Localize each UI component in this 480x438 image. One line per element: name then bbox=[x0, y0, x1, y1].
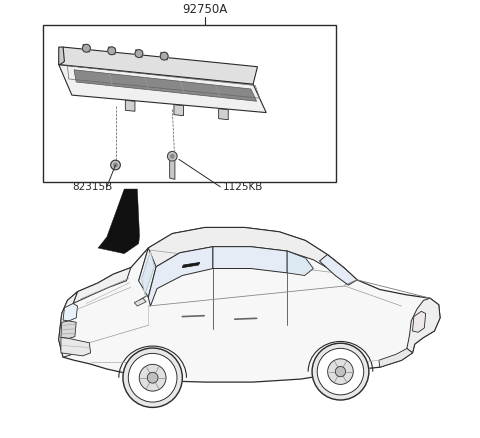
Circle shape bbox=[108, 47, 116, 55]
Circle shape bbox=[328, 359, 353, 385]
Polygon shape bbox=[125, 100, 135, 111]
Circle shape bbox=[312, 343, 369, 400]
Circle shape bbox=[128, 353, 177, 402]
Polygon shape bbox=[59, 227, 440, 382]
Polygon shape bbox=[108, 47, 115, 54]
Text: 1125KB: 1125KB bbox=[223, 182, 263, 192]
Polygon shape bbox=[182, 262, 200, 268]
Circle shape bbox=[168, 152, 177, 161]
Polygon shape bbox=[59, 47, 64, 64]
Polygon shape bbox=[59, 292, 77, 357]
Polygon shape bbox=[213, 247, 287, 273]
Polygon shape bbox=[219, 109, 228, 120]
Circle shape bbox=[170, 155, 174, 158]
Polygon shape bbox=[161, 52, 168, 60]
Polygon shape bbox=[139, 248, 156, 297]
Polygon shape bbox=[61, 321, 76, 339]
Polygon shape bbox=[59, 64, 266, 113]
Polygon shape bbox=[174, 105, 183, 116]
Circle shape bbox=[111, 160, 120, 170]
Polygon shape bbox=[139, 227, 345, 281]
Polygon shape bbox=[148, 247, 213, 306]
Circle shape bbox=[147, 372, 158, 383]
Polygon shape bbox=[74, 70, 257, 101]
Circle shape bbox=[114, 163, 117, 167]
Circle shape bbox=[83, 44, 90, 52]
Text: 92750A: 92750A bbox=[182, 4, 228, 17]
Circle shape bbox=[135, 49, 143, 57]
Polygon shape bbox=[407, 298, 440, 353]
Circle shape bbox=[317, 348, 364, 395]
Polygon shape bbox=[134, 298, 146, 306]
Polygon shape bbox=[169, 156, 175, 180]
Polygon shape bbox=[142, 251, 155, 295]
Polygon shape bbox=[59, 47, 257, 84]
Circle shape bbox=[123, 348, 182, 407]
FancyBboxPatch shape bbox=[43, 25, 336, 183]
Polygon shape bbox=[379, 349, 412, 367]
Polygon shape bbox=[63, 304, 77, 321]
Polygon shape bbox=[73, 268, 131, 304]
Polygon shape bbox=[83, 44, 90, 52]
Polygon shape bbox=[136, 50, 142, 57]
Polygon shape bbox=[287, 251, 313, 276]
Polygon shape bbox=[412, 311, 426, 332]
Circle shape bbox=[336, 367, 346, 377]
Polygon shape bbox=[61, 338, 91, 356]
Polygon shape bbox=[98, 189, 140, 254]
Polygon shape bbox=[320, 254, 357, 285]
Circle shape bbox=[139, 364, 166, 391]
Text: 82315B: 82315B bbox=[72, 182, 112, 192]
Circle shape bbox=[160, 52, 168, 60]
